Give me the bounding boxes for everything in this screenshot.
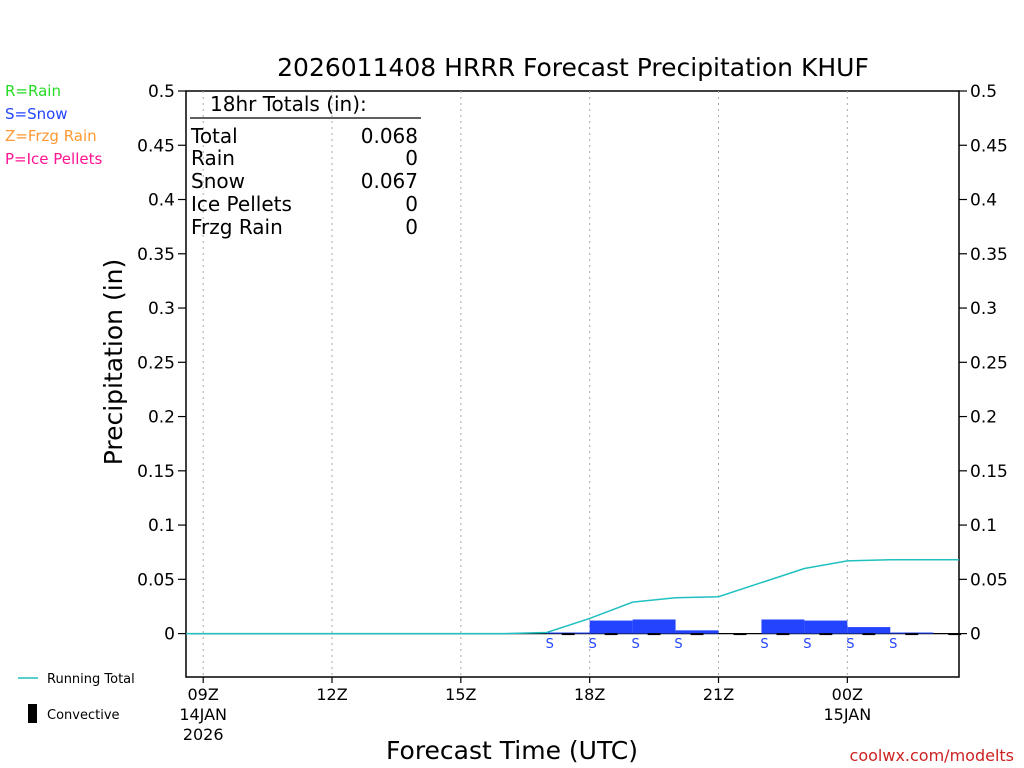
- snow-type-marker: S: [589, 637, 597, 652]
- snow-type-marker: S: [631, 637, 639, 652]
- precip-bar: [589, 620, 633, 634]
- y-tick-label-left: 0.45: [137, 136, 175, 156]
- x-tick-label: 15Z: [445, 685, 476, 704]
- series-legend: Running Total Convective: [18, 672, 135, 723]
- y-tick-label-right: 0.25: [970, 353, 1008, 373]
- totals-value-total: 0.068: [361, 124, 418, 148]
- precip-bar: [632, 619, 676, 634]
- totals-value-ice-pellets: 0: [405, 192, 418, 216]
- y-tick-label-left: 0.25: [137, 353, 175, 373]
- plot-frame: [185, 90, 960, 678]
- totals-label-total: Total: [190, 124, 238, 148]
- snow-type-marker: S: [674, 637, 682, 652]
- totals-label-frzg-rain: Frzg Rain: [191, 215, 283, 239]
- y-tick-label-left: 0.5: [148, 82, 175, 102]
- y-tick-label-left: 0.15: [137, 462, 175, 482]
- totals-label-ice-pellets: Ice Pellets: [191, 192, 292, 216]
- totals-heading: 18hr Totals (in):: [210, 92, 367, 116]
- y-tick-label-right: 0.4: [970, 191, 997, 211]
- totals-label-snow: Snow: [191, 169, 245, 193]
- y-tick-label-right: 0.15: [970, 462, 1008, 482]
- y-tick-label-right: 0.1: [970, 516, 997, 536]
- running-total-path: [186, 559, 959, 635]
- snow-type-marker: S: [760, 637, 768, 652]
- running-total-legend-label: Running Total: [47, 672, 135, 687]
- credit-text: coolwx.com/modelts: [850, 746, 1014, 765]
- y-axis-ticks: 0.5 0.5 0.45 0.45 0.4 0.4 0.35 0.35 0.3 0.3 0.25 0.…: [137, 82, 1008, 645]
- y-tick-label-left: 0.2: [148, 408, 175, 428]
- snow-type-marker: S: [803, 637, 811, 652]
- y-tick-label-right: 0.35: [970, 245, 1008, 265]
- y-tick-label-left: 0.1: [148, 516, 175, 536]
- y-tick-label-left: 0.4: [148, 191, 175, 211]
- x-tick-label: 21Z: [703, 685, 734, 704]
- legend-rain: R=Rain: [5, 82, 61, 100]
- chart-title: 2026011408 HRRR Forecast Precipitation K…: [277, 53, 869, 82]
- x-tick-label: 09Z: [188, 685, 219, 704]
- legend-snow: S=Snow: [5, 105, 68, 123]
- y-tick-label-right: 0.3: [970, 299, 997, 319]
- y-tick-label-left: 0.35: [137, 245, 175, 265]
- precip-bar: [675, 630, 719, 634]
- y-tick-label-right: 0.2: [970, 408, 997, 428]
- grid: [191, 91, 959, 677]
- totals-value-rain: 0: [405, 146, 418, 170]
- x-tick-date-label: 14JAN: [179, 705, 227, 724]
- totals-value-frzg-rain: 0: [405, 215, 418, 239]
- x-axis-label: Forecast Time (UTC): [386, 736, 638, 765]
- y-tick-label-left: 0.05: [137, 570, 175, 590]
- x-tick-date-label: 15JAN: [823, 705, 871, 724]
- x-tick-label: 00Z: [832, 685, 863, 704]
- y-tick-label-right: 0.45: [970, 136, 1008, 156]
- bars: [546, 619, 962, 636]
- x-tick-label: 12Z: [316, 685, 347, 704]
- snow-type-marker: S: [546, 637, 554, 652]
- snow-type-marker: S: [846, 637, 854, 652]
- precip-bar: [761, 619, 805, 634]
- precip-bar: [804, 620, 848, 634]
- precip-bar: [546, 632, 590, 634]
- totals-value-snow: 0.067: [361, 169, 418, 193]
- precip-bar: [890, 632, 934, 634]
- y-tick-label-left: 0.3: [148, 299, 175, 319]
- legend-freezing-rain: Z=Frzg Rain: [5, 127, 97, 145]
- y-tick-label-left: 0: [164, 625, 175, 645]
- convective-legend-label: Convective: [47, 708, 120, 723]
- precip-bar: [847, 627, 891, 634]
- y-tick-label-right: 0.5: [970, 82, 997, 102]
- y-tick-label-right: 0: [970, 625, 981, 645]
- y-tick-label-right: 0.05: [970, 570, 1008, 590]
- y-axis-label: Precipitation (in): [99, 259, 128, 466]
- convective-legend-swatch: [28, 704, 37, 723]
- type-legend: R=Rain S=Snow Z=Frzg Rain P=Ice Pellets: [5, 82, 102, 168]
- running-total-line: [186, 559, 959, 635]
- totals-label-rain: Rain: [191, 146, 235, 170]
- x-tick-year-label: 2026: [183, 725, 224, 744]
- totals-box: 18hr Totals (in): Total 0.068 Rain 0 Sno…: [190, 92, 421, 239]
- legend-ice-pellets: P=Ice Pellets: [5, 150, 102, 168]
- x-tick-label: 18Z: [574, 685, 605, 704]
- snow-type-marker: S: [889, 637, 897, 652]
